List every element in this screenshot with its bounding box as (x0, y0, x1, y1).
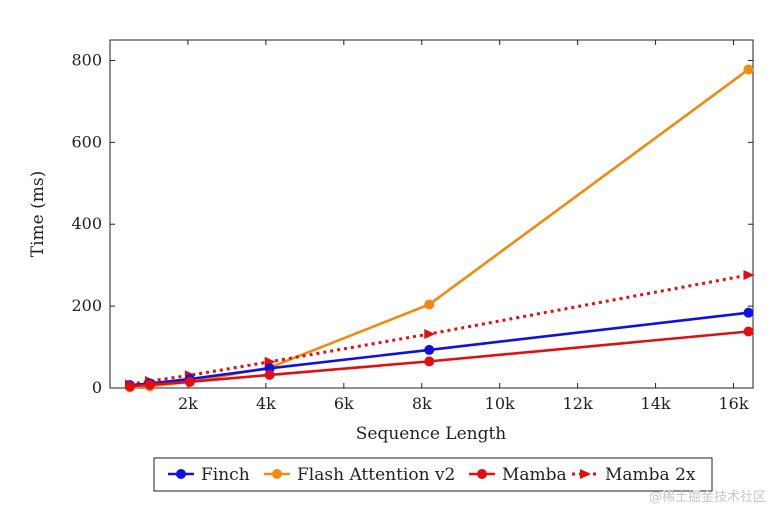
y-axis-label: Time (ms) (28, 171, 48, 257)
legend-entry: Mamba 2x (572, 465, 696, 485)
legend-frame (153, 457, 713, 492)
y-tick-label: 800 (71, 50, 102, 69)
series-line (129, 273, 749, 386)
series-mamba-2x (124, 270, 755, 390)
x-axis-label: Sequence Length (356, 424, 507, 444)
watermark-text: @稀土掘金技术社区 (649, 489, 766, 505)
legend-marker (580, 469, 591, 479)
y-tick-label: 400 (71, 214, 102, 233)
legend-entry: Flash Attention v2 (264, 465, 455, 485)
x-tick-label: 8k (412, 394, 432, 413)
y-tick-label: 0 (92, 378, 102, 397)
x-tick-label: 2k (178, 394, 198, 413)
data-point (184, 376, 195, 387)
data-point (743, 326, 754, 337)
axis-ticks (110, 40, 753, 389)
y-tick-label: 200 (71, 296, 102, 315)
data-point (264, 369, 275, 380)
series-flash-attention-v2 (124, 64, 754, 393)
legend-entry: Finch (168, 465, 250, 485)
x-tick-label: 16k (718, 394, 748, 413)
data-point (424, 356, 435, 367)
data-point (424, 299, 435, 310)
x-tick-label: 14k (641, 394, 671, 413)
legend-label: Finch (201, 465, 250, 485)
series-mamba (124, 326, 754, 392)
y-tick-label: 600 (71, 132, 102, 151)
x-tick-label: 6k (334, 394, 354, 413)
legend-marker (272, 469, 282, 479)
legend-marker (176, 469, 186, 479)
data-point (424, 328, 436, 339)
data-point (743, 64, 754, 75)
axis-tick-labels: 2k 4k 6k 8k 10k 12k 14k 16k 0 200 400 600 800 (71, 50, 748, 413)
legend-label: Mamba 2x (605, 465, 696, 485)
legend: Finch Flash Attention v2 Mamba Mamba 2x (153, 457, 713, 492)
data-point (743, 270, 755, 281)
plot-frame (109, 39, 754, 389)
data-point (424, 344, 435, 355)
series-line (129, 311, 749, 387)
x-tick-label: 10k (485, 394, 515, 413)
legend-marker (477, 469, 487, 479)
data-point (144, 379, 155, 390)
data-point (743, 307, 754, 318)
x-tick-label: 4k (256, 394, 276, 413)
data-point (124, 381, 135, 392)
legend-entry: Mamba (469, 465, 567, 485)
x-tick-label: 12k (563, 394, 593, 413)
series-line (129, 330, 749, 388)
legend-label: Mamba (502, 465, 567, 485)
legend-label: Flash Attention v2 (297, 465, 455, 485)
series-layer (124, 64, 755, 393)
